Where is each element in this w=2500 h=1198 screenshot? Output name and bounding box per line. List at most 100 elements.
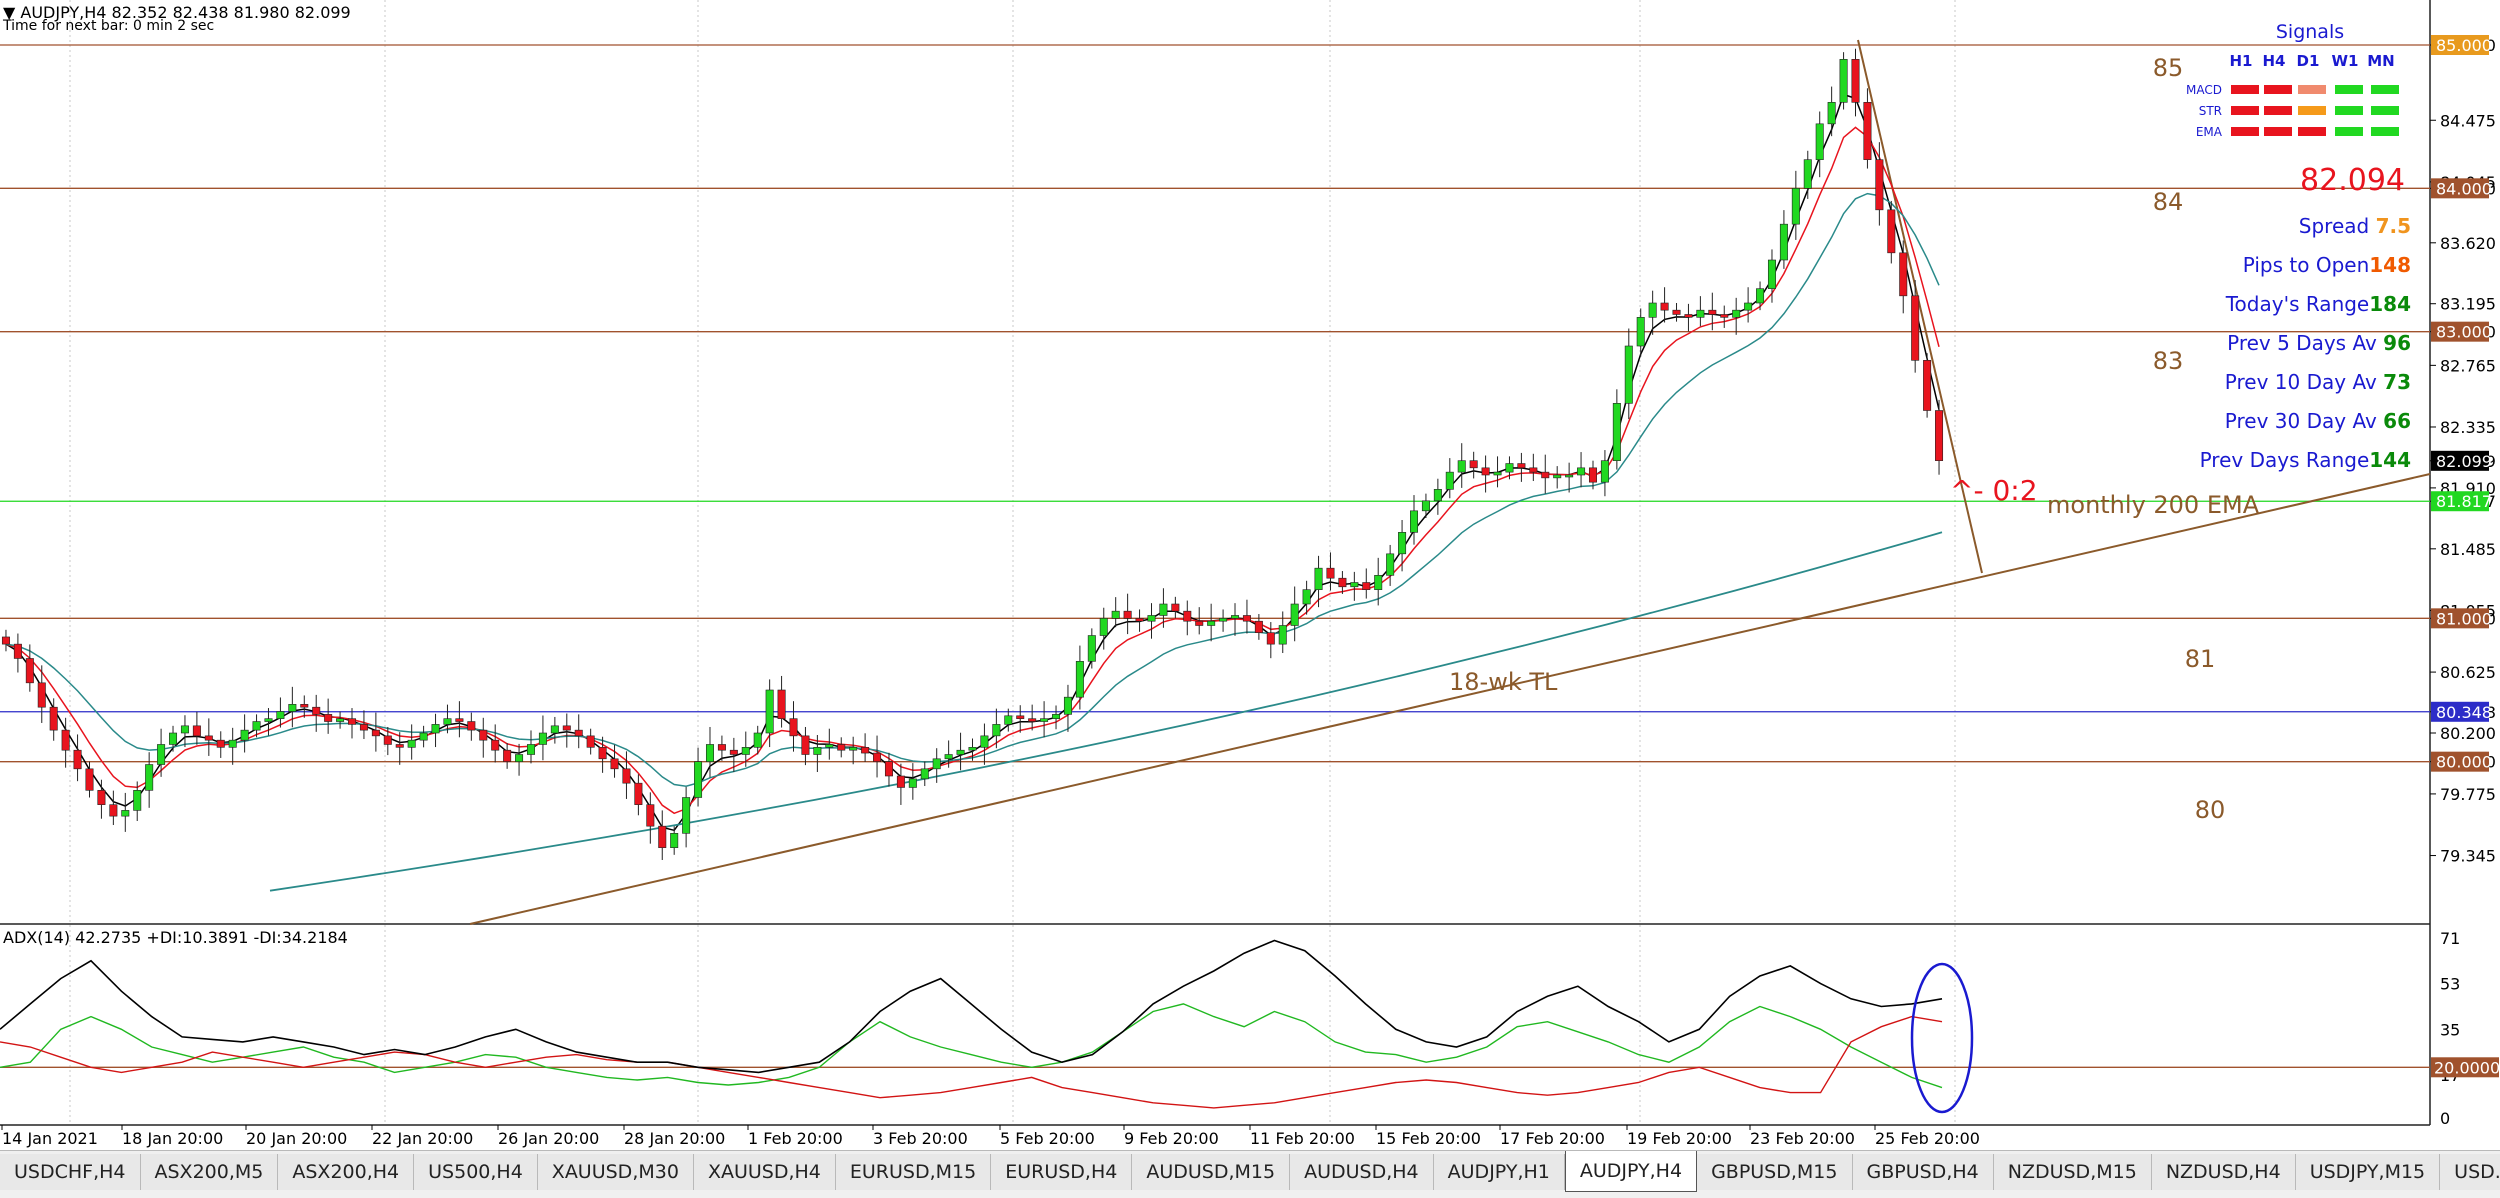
price-badge-label: 83.000 [2436, 323, 2492, 342]
candle-body [1493, 471, 1502, 476]
signal-indicator [2231, 127, 2259, 136]
symbol-tab[interactable]: AUDUSD,M15 [1132, 1154, 1291, 1190]
chart-area[interactable]: 85.00084.47584.04584.00083.62083.19583.0… [0, 0, 2500, 1150]
candle-body [336, 718, 345, 722]
trend-lines [469, 39, 2431, 925]
candle-body [884, 761, 893, 777]
candle-body [300, 704, 309, 708]
candle-body [1672, 309, 1681, 315]
price-tick-label: 84.475 [2440, 111, 2496, 130]
candle-body [849, 747, 858, 751]
candle-body [1278, 625, 1287, 645]
signal-row-label: EMA [2196, 125, 2223, 139]
candle-body [777, 689, 786, 719]
candle-body [538, 732, 547, 745]
info-row: Spread 7.5 [2299, 214, 2411, 238]
candle-body [598, 747, 607, 760]
trendline-18wk [469, 473, 2431, 925]
candle-body [37, 682, 46, 708]
candle-body [407, 739, 416, 748]
symbol-tab[interactable]: GBPUSD,H4 [1852, 1154, 1994, 1190]
level-label-81: 81 [2185, 645, 2216, 673]
candle-body [1767, 259, 1776, 289]
symbol-tab[interactable]: USDCHF,H4 [0, 1154, 141, 1190]
candle-body [1290, 603, 1299, 626]
signal-indicator [2298, 106, 2326, 115]
candle-body [1815, 123, 1824, 160]
candle-body [228, 739, 237, 748]
candle-body [1541, 471, 1550, 479]
adx-header: ADX(14) 42.2735 +DI:10.3891 -DI:34.2184 [3, 928, 348, 947]
price-tick-label: 82.765 [2440, 356, 2496, 375]
candle-body [204, 735, 213, 741]
symbol-tab[interactable]: EURUSD,M15 [835, 1154, 992, 1190]
candle-body [1445, 471, 1454, 490]
candle-body [1040, 718, 1049, 722]
candle-body [1183, 610, 1192, 622]
trendline-down [1857, 39, 1983, 574]
candle-body [1696, 309, 1705, 318]
adx-tick-label: 71 [2440, 929, 2460, 948]
adx-tick-label: 35 [2440, 1020, 2460, 1039]
candle-body [1326, 567, 1335, 579]
candle-body [109, 804, 118, 817]
symbol-tab[interactable]: ASX200,M5 [140, 1154, 279, 1190]
price-badge [2431, 178, 2489, 199]
info-row: Prev 10 Day Av 73 [2225, 370, 2411, 394]
time-tick-label: 1 Feb 20:00 [748, 1129, 843, 1148]
candle-body [431, 724, 440, 734]
symbol-tab[interactable]: US500,H4 [414, 1154, 538, 1190]
candle-body [574, 729, 583, 737]
candle-body [562, 725, 571, 731]
symbol-tab[interactable]: XAUUSD,M30 [537, 1154, 694, 1190]
candle-body [121, 810, 130, 817]
symbol-tab[interactable]: XAUUSD,H4 [693, 1154, 836, 1190]
signal-indicator [2231, 106, 2259, 115]
candle-body [980, 735, 989, 748]
time-tick-label: 11 Feb 20:00 [1250, 1129, 1355, 1148]
symbol-tab[interactable]: GBPUSD,M15 [1697, 1154, 1853, 1190]
price-badge-label: 82.099 [2436, 452, 2492, 471]
price-tick-label: 79.775 [2440, 785, 2496, 804]
signal-indicator [2335, 106, 2363, 115]
symbol-header: ▼ AUDJPY,H4 82.352 82.438 81.980 82.099 [3, 3, 351, 22]
candle-body [216, 739, 225, 748]
symbol-tab[interactable]: EURUSD,H4 [991, 1154, 1133, 1190]
symbol-tab[interactable]: NZDUSD,M15 [1993, 1154, 2152, 1190]
symbol-tab[interactable]: USD... [2440, 1154, 2500, 1190]
candle-body [1779, 223, 1788, 261]
candle-body [443, 718, 452, 725]
candle-body [1660, 302, 1669, 311]
candle-body [348, 718, 357, 725]
candle-body [1732, 309, 1741, 318]
candle-body [717, 744, 726, 751]
signal-column-header: D1 [2297, 52, 2320, 70]
signal-indicator [2264, 85, 2292, 94]
symbol-tab-bar: USDCHF,H4 ASX200,M5 ASX200,H4 US500,H4 XAUUS… [0, 1150, 2500, 1198]
candle-body [682, 797, 691, 834]
candle-body [252, 721, 261, 731]
symbol-tab[interactable]: ASX200,H4 [278, 1154, 415, 1190]
candlesticks [1, 48, 1944, 860]
candle-body [1159, 603, 1168, 616]
price-badge-label: 80.000 [2436, 753, 2492, 772]
candle-body [1016, 715, 1025, 719]
adx-level-badge [2431, 1057, 2499, 1078]
info-row: Prev Days Range144 [2200, 448, 2411, 472]
candle-body [825, 744, 834, 748]
symbol-tab[interactable]: AUDJPY,H1 [1433, 1154, 1565, 1190]
price-badge-label: 81.000 [2436, 609, 2492, 628]
candle-body [1684, 314, 1693, 318]
candle-body [1636, 317, 1645, 347]
candle-body [1231, 615, 1240, 619]
symbol-tab[interactable]: USDJPY,M15 [2295, 1154, 2441, 1190]
symbol-tab[interactable]: AUDUSD,H4 [1290, 1154, 1434, 1190]
symbol-tab[interactable]: AUDJPY,H4 [1564, 1151, 1698, 1192]
candle-body [1935, 410, 1944, 461]
candle-body [1123, 610, 1132, 619]
signal-column-header: MN [2367, 52, 2394, 70]
candle-body [634, 782, 643, 805]
time-tick-label: 19 Feb 20:00 [1627, 1129, 1732, 1148]
candle-body [1756, 288, 1765, 304]
symbol-tab[interactable]: NZDUSD,H4 [2151, 1154, 2296, 1190]
